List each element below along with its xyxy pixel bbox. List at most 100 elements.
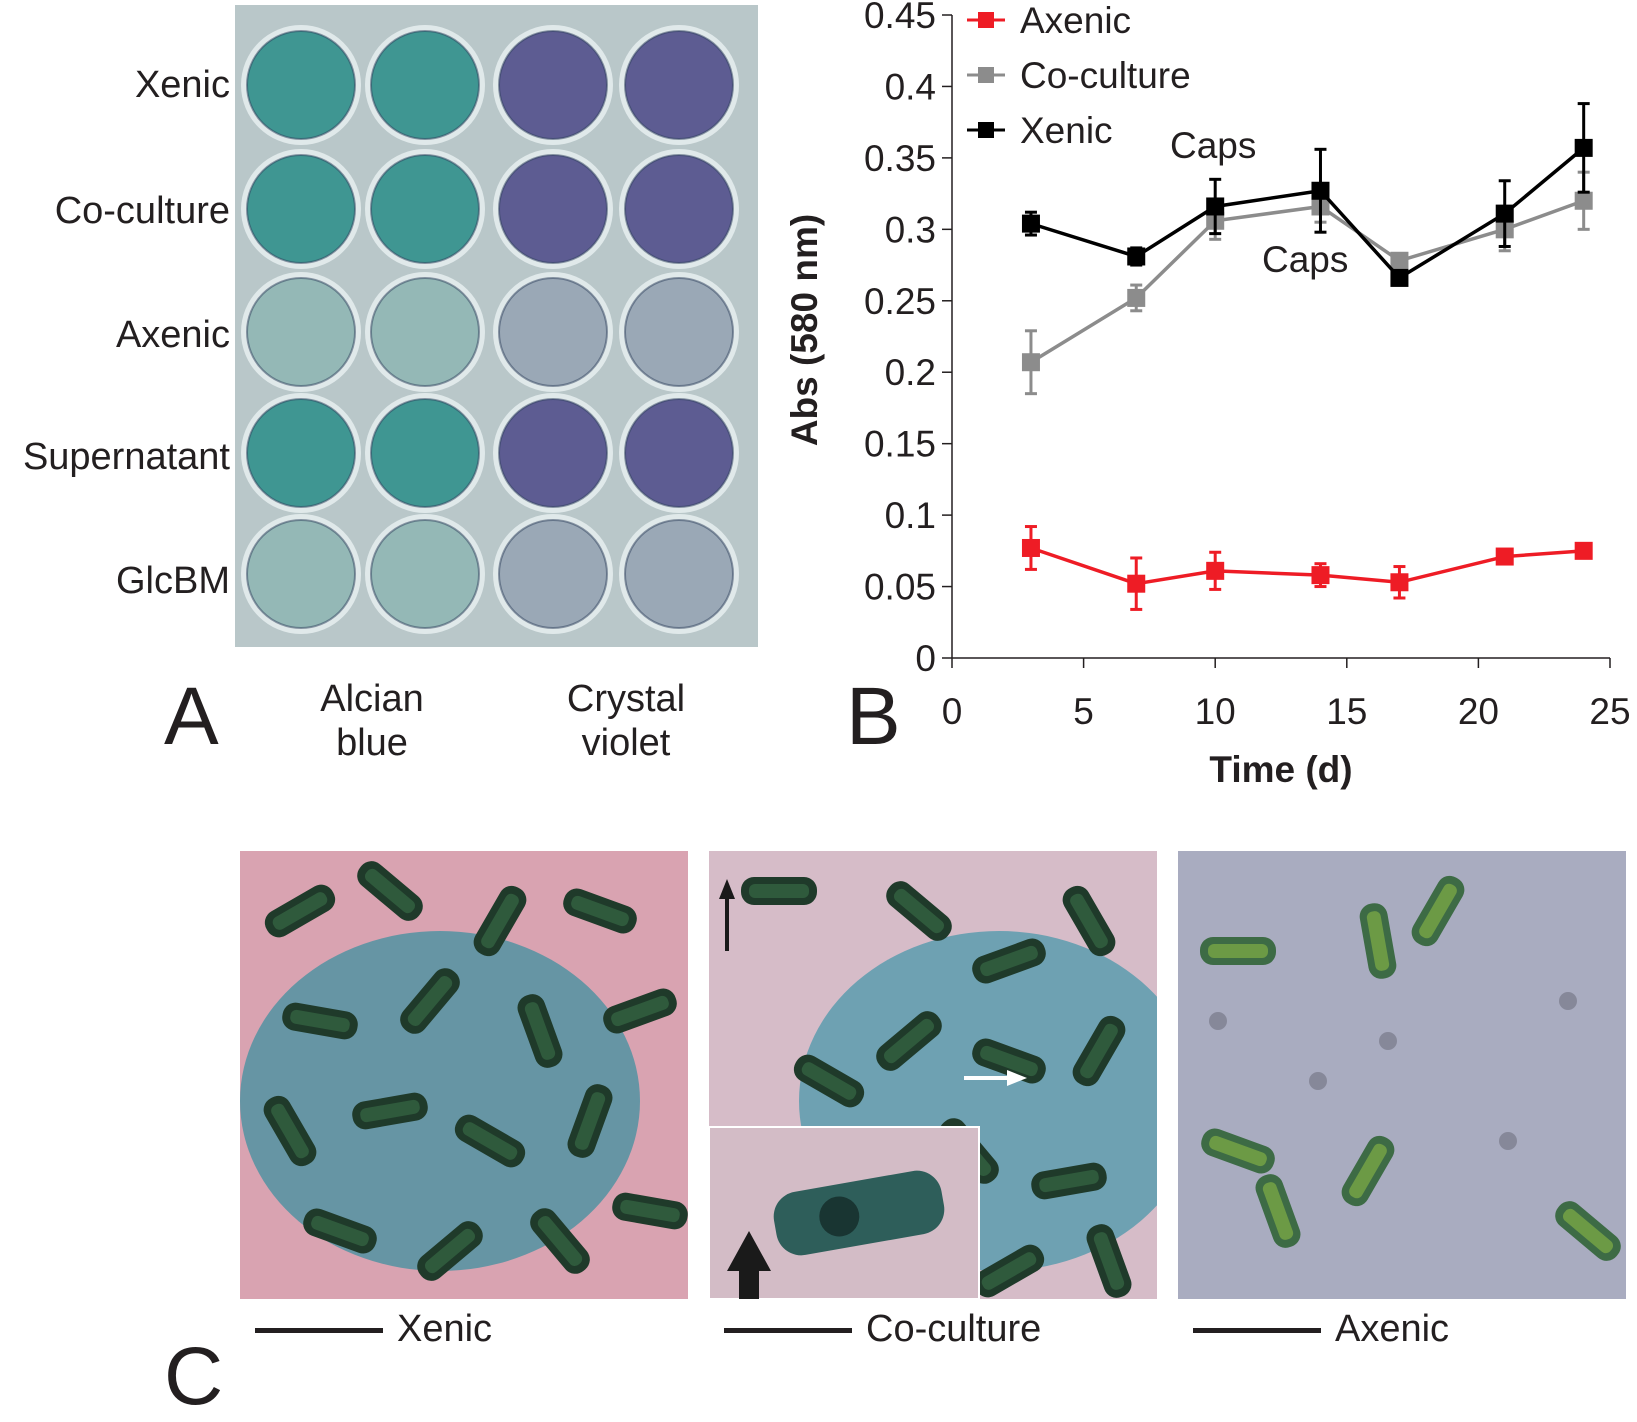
diatom-cell (264, 884, 336, 938)
micrograph-axenic (1178, 851, 1626, 1299)
well-supernatant-1 (246, 398, 356, 508)
stain-label-alcian-blue: Alcian blue (262, 678, 482, 765)
diatom-cell-chloroplast (1093, 1232, 1125, 1290)
diatom-cell-chloroplast (620, 1199, 680, 1223)
diatom-cell (741, 877, 817, 905)
data-point-axenic (1495, 547, 1514, 566)
diatom-cell (1086, 1224, 1132, 1298)
well-supernatant-4 (624, 398, 734, 508)
diatom-cell-chloroplast (893, 888, 945, 934)
wells-group (241, 25, 739, 634)
diatom-cell-chloroplast (571, 895, 629, 927)
debris-particle (1499, 1132, 1517, 1150)
diatom-cell-chloroplast (424, 1228, 476, 1274)
diatom-cell (793, 1054, 865, 1108)
diatom-cell-chloroplast (537, 1215, 583, 1267)
diatom-cell-chloroplast (290, 1009, 350, 1033)
well-glcbm-1 (246, 519, 356, 629)
well-glcbm-3 (498, 519, 608, 629)
well-glcbm-4 (624, 519, 734, 629)
scale-label-co-culture: Co-culture (866, 1308, 1042, 1350)
panel-a-letter: A (164, 671, 219, 762)
diatom-cell (282, 1002, 358, 1040)
data-point-xenic (1206, 197, 1225, 216)
well-supernatant-3 (498, 398, 608, 508)
data-point-axenic (1021, 538, 1040, 557)
row-label-co-culture: Co-culture (54, 190, 230, 232)
diatom-cell (876, 1011, 942, 1071)
diatom-cell-chloroplast (1419, 883, 1457, 939)
diatom-cell (563, 888, 637, 934)
well-xenic-3 (498, 30, 608, 140)
micrograph-background (1178, 851, 1626, 1299)
data-point-xenic (1311, 181, 1330, 200)
diatom-cell (1031, 1162, 1107, 1200)
y-tick-label: 0.15 (864, 424, 936, 465)
well-axenic-4 (624, 277, 734, 387)
stain-label-crystal-line1: Crystal (566, 678, 686, 720)
stain-label-crystal-violet: Crystal violet (516, 678, 736, 765)
well-axenic-2 (370, 277, 480, 387)
diatom-cell-chloroplast (272, 892, 328, 930)
diatom-cell-chloroplast (1562, 1208, 1614, 1254)
debris-particle (1309, 1072, 1327, 1090)
row-label-supernatant: Supernatant (22, 436, 230, 478)
data-point-axenic (1574, 541, 1593, 560)
data-point-co-culture (1127, 288, 1146, 307)
diatom-cell-chloroplast (1366, 911, 1390, 971)
scale-label-axenic: Axenic (1335, 1308, 1450, 1350)
data-point-co-culture (1574, 191, 1593, 210)
diatom-cell (303, 1208, 377, 1254)
data-point-xenic (1574, 138, 1593, 157)
y-tick-label: 0.2 (885, 352, 936, 393)
diatom-cell (1062, 885, 1116, 957)
diatom-cell (1200, 937, 1276, 965)
data-point-xenic (1390, 268, 1409, 287)
diatom-cell (612, 1192, 688, 1230)
diatom-cell-chloroplast (524, 1002, 556, 1060)
legend-label-xenic: Xenic (1020, 110, 1113, 151)
diatom-cell-chloroplast (360, 1099, 420, 1123)
row-label-glcbm: GlcBM (116, 560, 230, 602)
stain-label-alcian-line1: Alcian (320, 678, 424, 720)
data-point-xenic (1495, 204, 1514, 223)
y-tick-label: 0.35 (864, 138, 936, 179)
y-tick-label: 0 (915, 638, 936, 679)
x-tick-label: 25 (1589, 691, 1630, 732)
micrograph-co-culture (709, 851, 1157, 1299)
well-axenic-3 (498, 277, 608, 387)
diatom-cell-chloroplast (271, 1103, 309, 1159)
legend-marker-xenic (978, 122, 994, 138)
y-axis-label: Abs (580 nm) (784, 214, 825, 446)
diatom-cell (417, 1221, 483, 1281)
row-label-axenic: Axenic (115, 314, 230, 356)
inset-cell-nucleus (819, 1196, 860, 1237)
diatom-cell-chloroplast (883, 1018, 935, 1064)
scale-bar-axenic (1193, 1328, 1321, 1333)
y-tick-label: 0.25 (864, 281, 936, 322)
x-axis-label: Time (d) (1209, 749, 1352, 790)
diatom-cell (972, 938, 1046, 984)
scale-bar-xenic (255, 1328, 383, 1333)
well-axenic-1 (246, 277, 356, 387)
diatom-cell (454, 1114, 526, 1168)
legend-marker-axenic (978, 12, 994, 28)
x-tick-label: 15 (1326, 691, 1367, 732)
data-point-axenic (1206, 561, 1225, 580)
diatom-cell-chloroplast (981, 1252, 1037, 1290)
y-tick-label: 0.45 (864, 0, 936, 36)
diatom-cell (1072, 1015, 1126, 1087)
inset-cell-body (773, 1170, 945, 1256)
panel-b-letter: B (846, 671, 901, 762)
x-tick-label: 10 (1195, 691, 1236, 732)
micrograph-xenic (240, 851, 688, 1299)
well-xenic-1 (246, 30, 356, 140)
diatom-cell (517, 994, 563, 1068)
annotation-caps-co-culture: Caps (1262, 239, 1348, 280)
diatom-cell-chloroplast (980, 945, 1038, 977)
diatom-cell-chloroplast (1070, 893, 1108, 949)
annotation-caps-xenic: Caps (1170, 125, 1256, 166)
diatom-cell (1411, 875, 1465, 947)
data-point-axenic (1127, 574, 1146, 593)
stain-label-crystal-line2: violet (581, 721, 671, 764)
